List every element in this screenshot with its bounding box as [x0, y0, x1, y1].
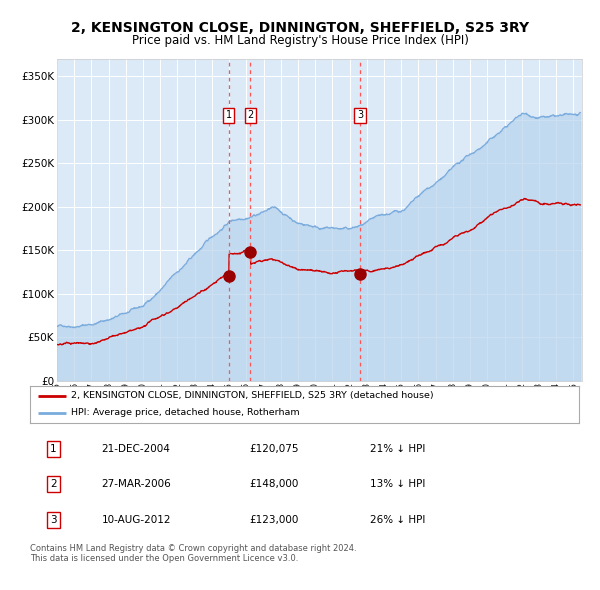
Text: 2, KENSINGTON CLOSE, DINNINGTON, SHEFFIELD, S25 3RY (detached house): 2, KENSINGTON CLOSE, DINNINGTON, SHEFFIE… [71, 391, 434, 401]
Text: 2: 2 [247, 110, 254, 120]
Text: Contains HM Land Registry data © Crown copyright and database right 2024.
This d: Contains HM Land Registry data © Crown c… [30, 544, 356, 563]
Text: 1: 1 [226, 110, 232, 120]
Text: £123,000: £123,000 [250, 515, 299, 525]
Text: 13% ↓ HPI: 13% ↓ HPI [370, 480, 426, 489]
Text: 21% ↓ HPI: 21% ↓ HPI [370, 444, 426, 454]
Text: 10-AUG-2012: 10-AUG-2012 [101, 515, 171, 525]
Text: Price paid vs. HM Land Registry's House Price Index (HPI): Price paid vs. HM Land Registry's House … [131, 34, 469, 47]
Text: 21-DEC-2004: 21-DEC-2004 [101, 444, 170, 454]
Text: £120,075: £120,075 [250, 444, 299, 454]
Text: 2, KENSINGTON CLOSE, DINNINGTON, SHEFFIELD, S25 3RY: 2, KENSINGTON CLOSE, DINNINGTON, SHEFFIE… [71, 21, 529, 35]
Text: 3: 3 [357, 110, 363, 120]
Text: 2: 2 [50, 480, 57, 489]
Text: 3: 3 [50, 515, 57, 525]
Text: HPI: Average price, detached house, Rotherham: HPI: Average price, detached house, Roth… [71, 408, 300, 418]
Text: £148,000: £148,000 [250, 480, 299, 489]
Text: 26% ↓ HPI: 26% ↓ HPI [370, 515, 426, 525]
Text: 27-MAR-2006: 27-MAR-2006 [101, 480, 171, 489]
Text: 1: 1 [50, 444, 57, 454]
